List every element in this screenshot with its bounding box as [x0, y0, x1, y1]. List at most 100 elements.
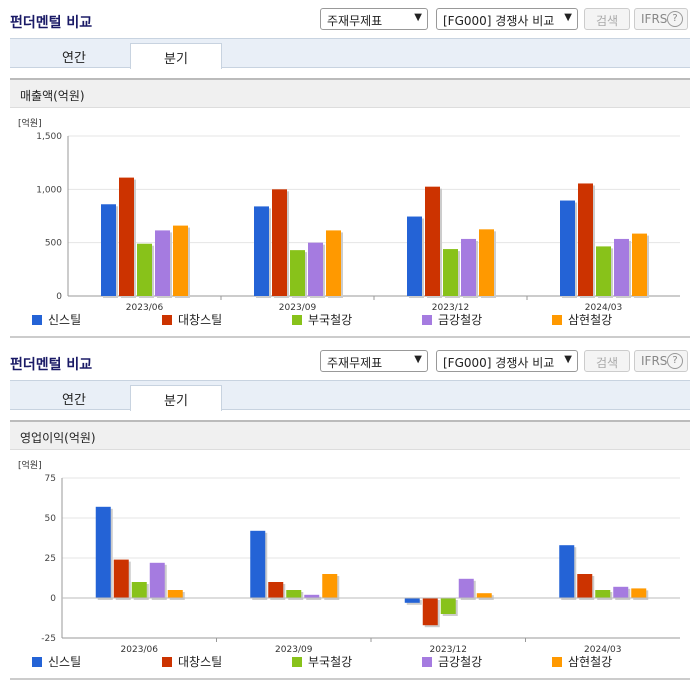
tab-annual[interactable]: 연간 — [62, 393, 86, 408]
bar[interactable] — [596, 246, 611, 296]
bar[interactable] — [113, 559, 129, 598]
tab-annual[interactable]: 연간 — [62, 51, 86, 66]
bar[interactable] — [559, 545, 575, 598]
unit-label: [억원] — [18, 459, 42, 471]
legend-item[interactable]: 신스틸 — [32, 313, 81, 327]
legend-swatch — [422, 315, 432, 325]
legend-item[interactable]: 금강철강 — [422, 313, 482, 327]
bar[interactable] — [440, 598, 456, 614]
operating-profit-chart: [억원] -25 0 25 50 75 2023/06 2023/09 2023/12 2024/… — [10, 452, 690, 678]
y-tick-label: 0 — [50, 594, 56, 604]
statement-select[interactable]: 주재무제표 ▼ — [320, 350, 428, 372]
legend-label: 금강철강 — [438, 313, 482, 327]
bar[interactable] — [326, 230, 341, 296]
bar[interactable] — [422, 598, 438, 626]
bar[interactable] — [631, 588, 647, 598]
bar[interactable] — [613, 586, 629, 598]
panel-revenue: 펀더멘털 비교 주재무제표 ▼ [FG000] 경쟁사 비교 ▼ 검색 IFRS… — [10, 8, 690, 338]
search-button[interactable]: 검색 — [584, 350, 630, 372]
legend-label: 삼현철강 — [568, 313, 612, 327]
legend-label: 부국철강 — [308, 655, 352, 669]
legend-swatch — [552, 315, 562, 325]
statement-select-value: 주재무제표 — [327, 356, 383, 370]
tab-quarterly[interactable]: 분기 — [130, 43, 222, 69]
bar[interactable] — [137, 243, 152, 296]
x-tick-label: 2023/06 — [121, 645, 159, 655]
tab-quarterly[interactable]: 분기 — [130, 385, 222, 411]
bar[interactable] — [479, 229, 494, 296]
section-label: 영업이익(억원) — [10, 420, 690, 450]
legend-item[interactable]: 금강철강 — [422, 655, 482, 669]
legend-item[interactable]: 대창스틸 — [162, 313, 222, 327]
ifrs-button[interactable]: IFRS ? — [634, 350, 688, 372]
bar[interactable] — [250, 530, 266, 598]
bar[interactable] — [95, 506, 111, 598]
legend-swatch — [162, 315, 172, 325]
bar[interactable] — [308, 242, 323, 296]
chart-svg: [억원] -25 0 25 50 75 2023/06 2023/09 2023/12 2024/… — [18, 459, 680, 669]
bar[interactable] — [476, 593, 492, 598]
help-icon: ? — [667, 11, 683, 27]
bar[interactable] — [149, 562, 165, 598]
legend-swatch — [292, 315, 302, 325]
legend-label: 부국철강 — [308, 313, 352, 327]
legend-label: 금강철강 — [438, 655, 482, 669]
bar[interactable] — [131, 582, 147, 598]
legend-label: 대창스틸 — [178, 313, 222, 327]
chart-svg: [억원] 0 500 1,000 1,500 2023/06 2023/09 2023/12 2… — [18, 117, 680, 327]
bar[interactable] — [443, 249, 458, 296]
legend-item[interactable]: 삼현철강 — [552, 313, 612, 327]
bar[interactable] — [322, 574, 338, 598]
bar[interactable] — [595, 590, 611, 598]
bar[interactable] — [304, 594, 320, 598]
y-tick-label: 0 — [56, 292, 62, 302]
bar[interactable] — [560, 200, 575, 296]
bar[interactable] — [167, 590, 183, 598]
x-tick-label: 2023/12 — [430, 645, 467, 655]
bar[interactable] — [119, 177, 134, 296]
bar[interactable] — [286, 590, 302, 598]
panel-title: 펀더멘털 비교 — [10, 357, 93, 373]
bar[interactable] — [254, 206, 269, 296]
bar[interactable] — [407, 216, 422, 296]
bar[interactable] — [155, 230, 170, 296]
bar[interactable] — [268, 582, 284, 598]
bar[interactable] — [404, 598, 420, 603]
statement-select[interactable]: 주재무제표 ▼ — [320, 8, 428, 30]
legend-item[interactable]: 부국철강 — [292, 313, 352, 327]
unit-label: [억원] — [18, 117, 42, 129]
legend-swatch — [162, 657, 172, 667]
period-tabs: 연간 분기 — [10, 38, 690, 69]
bar[interactable] — [577, 574, 593, 598]
legend-item[interactable]: 삼현철강 — [552, 655, 612, 669]
bar[interactable] — [173, 225, 188, 296]
bar[interactable] — [458, 578, 474, 598]
legend-label: 대창스틸 — [178, 655, 222, 669]
chevron-down-icon: ▼ — [414, 12, 422, 23]
ifrs-label: IFRS — [641, 354, 668, 368]
bar[interactable] — [614, 238, 629, 296]
bar[interactable] — [101, 204, 116, 296]
search-button[interactable]: 검색 — [584, 8, 630, 30]
legend-label: 신스틸 — [48, 313, 81, 327]
legend-item[interactable]: 대창스틸 — [162, 655, 222, 669]
bar[interactable] — [290, 250, 305, 296]
help-icon: ? — [667, 353, 683, 369]
bar[interactable] — [425, 186, 440, 296]
peer-select[interactable]: [FG000] 경쟁사 비교 ▼ — [436, 350, 578, 372]
divider — [10, 678, 690, 680]
peer-select[interactable]: [FG000] 경쟁사 비교 ▼ — [436, 8, 578, 30]
legend-swatch — [422, 657, 432, 667]
y-tick-label: 50 — [45, 514, 57, 524]
bar[interactable] — [632, 233, 647, 296]
y-tick-label: 1,000 — [36, 185, 62, 195]
x-tick-label: 2023/12 — [432, 303, 469, 313]
legend-item[interactable]: 신스틸 — [32, 655, 81, 669]
bar[interactable] — [272, 189, 287, 296]
bar[interactable] — [461, 238, 476, 296]
x-tick-label: 2024/03 — [585, 303, 622, 313]
y-tick-label: 500 — [45, 239, 62, 249]
bar[interactable] — [578, 183, 593, 296]
ifrs-button[interactable]: IFRS ? — [634, 8, 688, 30]
legend-item[interactable]: 부국철강 — [292, 655, 352, 669]
